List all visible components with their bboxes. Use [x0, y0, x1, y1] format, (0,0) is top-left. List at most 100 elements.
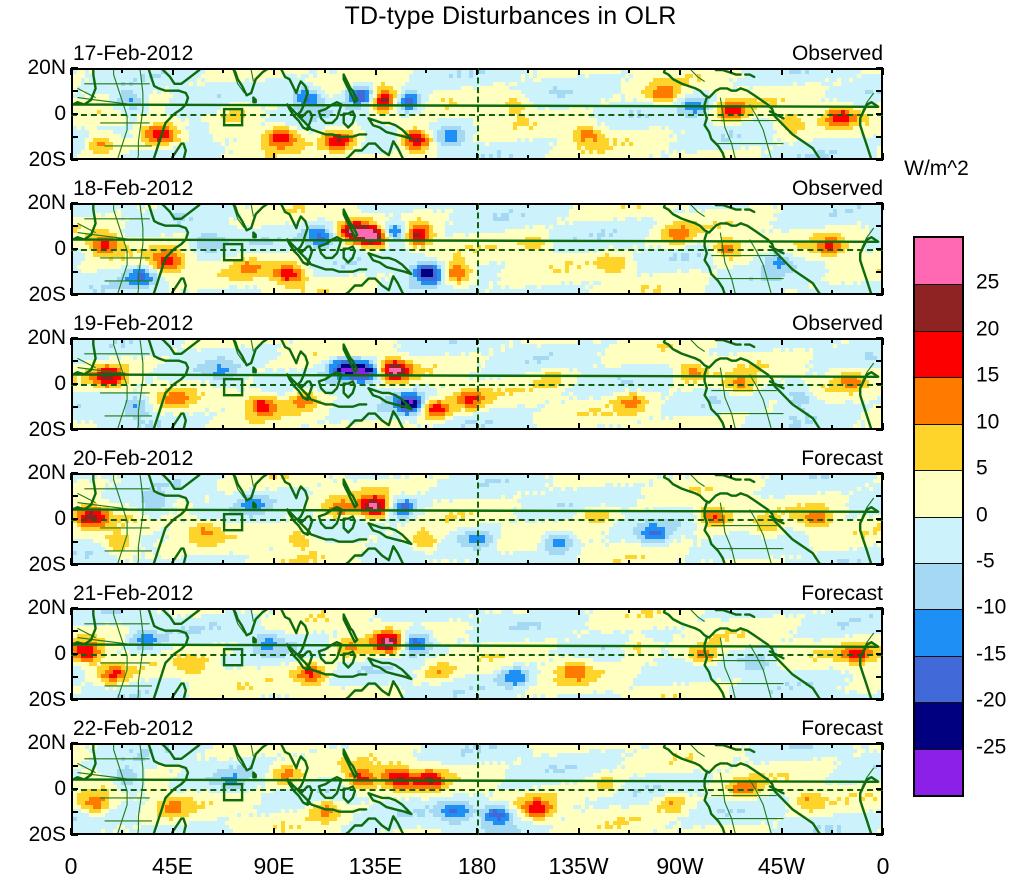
y-axis-tick-label: 20S — [28, 823, 66, 846]
x-axis-minor-tick — [526, 338, 529, 343]
panel-date-label: 22-Feb-2012 — [73, 717, 194, 740]
y-axis-tick — [876, 541, 883, 543]
y-axis-tick-label: 20N — [27, 326, 66, 349]
x-axis-tick-label: 0 — [876, 853, 890, 879]
x-axis-minor-tick — [628, 338, 631, 343]
x-axis-tick — [273, 693, 275, 700]
x-axis-tick — [577, 338, 580, 345]
x-axis-minor-tick — [425, 290, 428, 295]
y-axis-tick — [876, 607, 883, 609]
panel-date-label: 17-Feb-2012 — [73, 42, 194, 65]
x-axis-tick — [70, 288, 72, 295]
x-axis-minor-tick — [526, 68, 529, 73]
colorbar-band — [915, 470, 962, 517]
x-axis-tick — [273, 558, 275, 565]
x-axis-tick — [171, 203, 174, 210]
y-axis-tick — [876, 811, 883, 813]
x-axis-minor-tick — [222, 473, 225, 478]
x-axis-tick — [273, 338, 275, 345]
y-axis-tick-label: 0 — [54, 777, 66, 800]
x-axis-tick — [476, 203, 478, 210]
y-axis-tick — [71, 541, 78, 543]
colorbar — [913, 236, 964, 797]
x-axis-minor-tick — [831, 425, 834, 430]
colorbar-unit-label: W/m^2 — [904, 157, 969, 180]
x-axis-minor-tick — [120, 743, 123, 748]
x-axis-tick — [273, 828, 275, 835]
y-axis-labels: 20N 0 20S — [0, 462, 66, 575]
y-axis-tick — [876, 518, 883, 520]
x-axis-minor-tick — [729, 695, 732, 700]
x-axis-minor-tick — [425, 155, 428, 160]
x-axis-tick — [70, 423, 72, 430]
x-axis-tick — [882, 203, 884, 210]
y-axis-tick — [71, 67, 78, 69]
x-axis-tick — [577, 68, 580, 75]
colorbar-band — [915, 609, 962, 657]
x-axis-tick — [374, 68, 377, 75]
panel-date-label: 19-Feb-2012 — [73, 312, 194, 335]
x-axis-tick — [780, 423, 783, 430]
dateline-line — [477, 473, 479, 565]
x-axis-minor-tick — [120, 425, 123, 430]
x-axis-minor-tick — [425, 743, 428, 748]
x-axis-tick — [476, 743, 478, 750]
dateline-line — [477, 743, 479, 835]
y-axis-tick — [71, 518, 78, 520]
panel-date-label: 18-Feb-2012 — [73, 177, 194, 200]
x-axis-minor-tick — [526, 830, 529, 835]
x-axis-tick — [476, 288, 478, 295]
colorbar-band-divider — [915, 655, 962, 657]
y-axis-tick — [876, 495, 883, 497]
panel-date-label: 21-Feb-2012 — [73, 582, 194, 605]
x-axis-minor-tick — [323, 473, 326, 478]
x-axis-minor-tick — [729, 155, 732, 160]
x-axis-tick — [577, 608, 580, 615]
x-axis-minor-tick — [425, 560, 428, 565]
colorbar-band-divider — [915, 609, 962, 611]
x-axis-minor-tick — [729, 203, 732, 208]
x-axis-tick — [70, 68, 72, 75]
x-axis-tick — [171, 558, 174, 565]
x-axis-minor-tick — [831, 830, 834, 835]
y-axis-labels: 20N 0 20S — [0, 192, 66, 305]
x-axis-minor-tick — [222, 608, 225, 613]
x-axis-minor-tick — [323, 695, 326, 700]
colorbar-tick-label: -5 — [976, 549, 995, 573]
panel-kind-label: Forecast — [801, 582, 883, 605]
x-axis-minor-tick — [323, 743, 326, 748]
x-axis-minor-tick — [323, 560, 326, 565]
x-axis-tick — [780, 558, 783, 565]
x-axis-minor-tick — [222, 155, 225, 160]
y-axis-tick — [876, 564, 883, 566]
x-axis-minor-tick — [323, 155, 326, 160]
colorbar-band — [915, 377, 962, 425]
x-axis-minor-tick — [425, 203, 428, 208]
y-axis-tick — [876, 472, 883, 474]
x-axis-tick — [374, 473, 377, 480]
x-axis-minor-tick — [323, 608, 326, 613]
x-axis-minor-tick — [831, 743, 834, 748]
x-axis-minor-tick — [831, 338, 834, 343]
x-axis-tick — [679, 608, 681, 615]
x-axis-tick — [577, 558, 580, 565]
y-axis-tick — [876, 136, 883, 138]
x-axis-tick-label: 45E — [152, 853, 193, 879]
x-axis-tick — [780, 68, 783, 75]
x-axis-minor-tick — [323, 425, 326, 430]
x-axis-minor-tick — [729, 338, 732, 343]
x-axis-tick — [780, 153, 783, 160]
y-axis-tick — [71, 406, 78, 408]
y-axis-tick-label: 0 — [54, 102, 66, 125]
x-axis-minor-tick — [222, 425, 225, 430]
x-axis-tick-label: 135W — [548, 853, 609, 879]
panel-kind-label: Observed — [791, 42, 883, 65]
x-axis-minor-tick — [222, 203, 225, 208]
x-axis-tick — [882, 68, 884, 75]
colorbar-band — [915, 748, 962, 796]
coastline-overlay — [73, 205, 880, 293]
x-axis-tick — [70, 153, 72, 160]
dateline-line — [477, 338, 479, 430]
x-axis-minor-tick — [222, 290, 225, 295]
